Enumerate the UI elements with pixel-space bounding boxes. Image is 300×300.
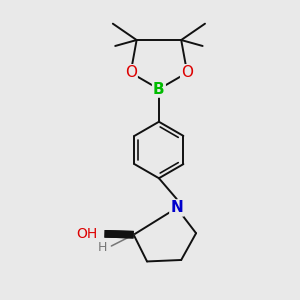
Text: O: O: [181, 65, 193, 80]
Text: H: H: [98, 241, 107, 254]
Text: OH: OH: [77, 227, 98, 241]
Text: O: O: [125, 65, 137, 80]
Text: N: N: [170, 200, 183, 215]
Text: B: B: [153, 82, 165, 97]
